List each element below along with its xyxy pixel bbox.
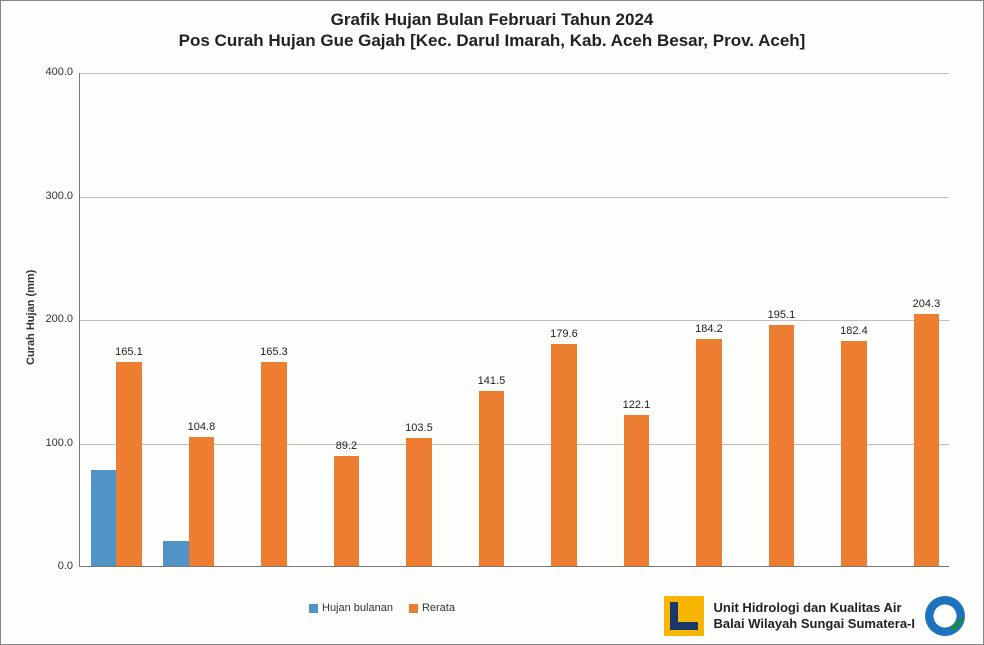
bars-container: 165.1 104.8 165.3 89.2 103.5 141.5 179.6 122.1 1… — [80, 73, 949, 566]
bar-value-label: 165.1 — [115, 346, 143, 358]
rainfall-chart-figure: Grafik Hujan Bulan Februari Tahun 2024 P… — [0, 0, 984, 645]
plot-area: 165.1 104.8 165.3 89.2 103.5 141.5 179.6 122.1 1… — [79, 73, 949, 567]
bar-rerata — [261, 362, 286, 566]
chart-title-line1: Grafik Hujan Bulan Februari Tahun 2024 — [1, 9, 983, 30]
bar-rerata — [334, 456, 359, 566]
bar-value-label: 104.8 — [188, 421, 216, 433]
bar-value-label: 179.6 — [550, 328, 578, 340]
legend-swatch-icon — [309, 604, 318, 613]
legend-item: Rerata — [409, 602, 455, 614]
bar-value-label: 182.4 — [840, 325, 868, 337]
footer-org-line2: Balai Wilayah Sungai Sumatera-I — [714, 616, 915, 632]
footer-org-line1: Unit Hidrologi dan Kualitas Air — [714, 600, 915, 616]
bar-rerata — [914, 314, 939, 566]
bar-rerata — [479, 391, 504, 566]
footer-text: Unit Hidrologi dan Kualitas Air Balai Wi… — [714, 600, 915, 633]
bar-rerata — [841, 341, 866, 566]
legend-swatch-icon — [409, 604, 418, 613]
bar-value-label: 184.2 — [695, 323, 723, 335]
bar-hujan-bulanan — [91, 470, 116, 566]
bar-value-label: 122.1 — [623, 399, 651, 411]
bar-hujan-bulanan — [163, 541, 188, 566]
ytick-label: 400.0 — [23, 66, 73, 78]
footer: Unit Hidrologi dan Kualitas Air Balai Wi… — [664, 596, 965, 636]
bar-value-label: 89.2 — [336, 440, 357, 452]
ytick-label: 200.0 — [23, 313, 73, 325]
chart-title: Grafik Hujan Bulan Februari Tahun 2024 P… — [1, 9, 983, 52]
bar-value-label: 195.1 — [768, 309, 796, 321]
bar-rerata — [696, 339, 721, 566]
bar-value-label: 204.3 — [913, 298, 941, 310]
pu-logo-icon — [664, 596, 704, 636]
ytick-label: 100.0 — [23, 437, 73, 449]
bar-value-label: 103.5 — [405, 422, 433, 434]
bar-rerata — [406, 438, 431, 566]
bar-rerata — [116, 362, 141, 566]
ytick-label: 300.0 — [23, 190, 73, 202]
legend: Hujan bulanan Rerata — [301, 602, 463, 614]
legend-item: Hujan bulanan — [309, 602, 393, 614]
bar-rerata — [769, 325, 794, 566]
bar-rerata — [624, 415, 649, 566]
iso-badge-icon — [925, 596, 965, 636]
bar-rerata — [551, 344, 576, 566]
legend-label: Hujan bulanan — [322, 602, 393, 614]
bar-value-label: 165.3 — [260, 346, 288, 358]
chart-title-line2: Pos Curah Hujan Gue Gajah [Kec. Darul Im… — [1, 30, 983, 51]
bar-value-label: 141.5 — [478, 375, 506, 387]
legend-label: Rerata — [422, 602, 455, 614]
ytick-label: 0.0 — [23, 560, 73, 572]
bar-rerata — [189, 437, 214, 566]
